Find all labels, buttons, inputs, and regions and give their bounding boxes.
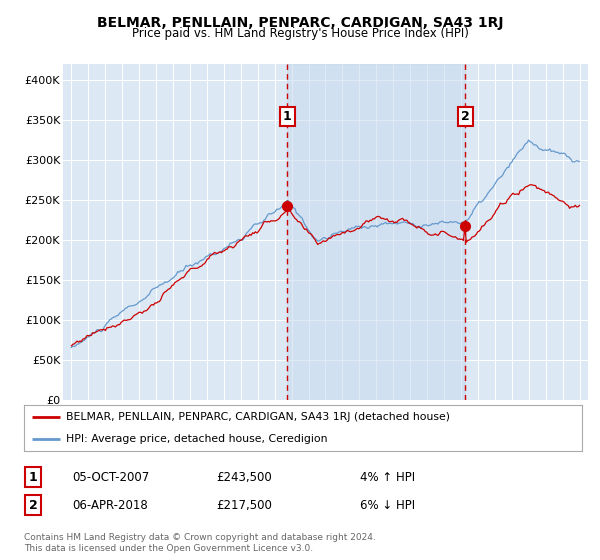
- Text: 06-APR-2018: 06-APR-2018: [72, 498, 148, 512]
- Bar: [287, 64, 465, 400]
- Text: HPI: Average price, detached house, Ceredigion: HPI: Average price, detached house, Cere…: [66, 435, 328, 444]
- Text: Contains HM Land Registry data © Crown copyright and database right 2024.
This d: Contains HM Land Registry data © Crown c…: [24, 533, 376, 553]
- Text: £243,500: £243,500: [216, 470, 272, 484]
- Text: Price paid vs. HM Land Registry's House Price Index (HPI): Price paid vs. HM Land Registry's House …: [131, 27, 469, 40]
- Text: BELMAR, PENLLAIN, PENPARC, CARDIGAN, SA43 1RJ: BELMAR, PENLLAIN, PENPARC, CARDIGAN, SA4…: [97, 16, 503, 30]
- Text: 2: 2: [29, 498, 37, 512]
- Text: 2: 2: [461, 110, 470, 123]
- Text: 05-OCT-2007: 05-OCT-2007: [72, 470, 149, 484]
- Text: £217,500: £217,500: [216, 498, 272, 512]
- Text: BELMAR, PENLLAIN, PENPARC, CARDIGAN, SA43 1RJ (detached house): BELMAR, PENLLAIN, PENPARC, CARDIGAN, SA4…: [66, 412, 450, 422]
- Text: 6% ↓ HPI: 6% ↓ HPI: [360, 498, 415, 512]
- Text: 1: 1: [29, 470, 37, 484]
- Text: 4% ↑ HPI: 4% ↑ HPI: [360, 470, 415, 484]
- Text: 1: 1: [283, 110, 292, 123]
